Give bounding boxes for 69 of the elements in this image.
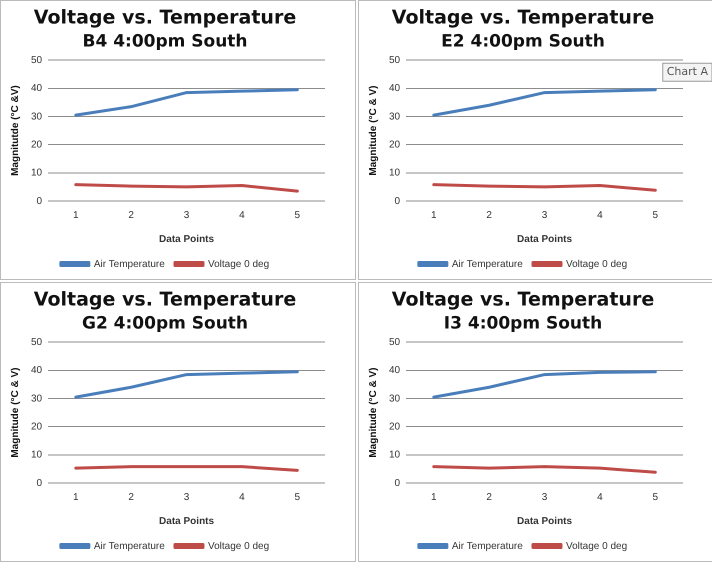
y-tick-label: 50 (31, 336, 43, 348)
y-axis-title: Magnitude (°C & V) (10, 368, 21, 458)
y-tick-label: 40 (389, 83, 401, 94)
legend-label: Voltage 0 deg (566, 258, 628, 270)
x-tick-label: 1 (431, 492, 438, 503)
x-axis-title: Data Points (159, 234, 214, 245)
y-tick-label: 0 (36, 196, 43, 207)
x-axis-title: Data Points (517, 516, 572, 527)
chart-title: Voltage vs. Temperature (34, 288, 296, 310)
x-tick-label: 3 (542, 492, 548, 503)
y-axis-title: Magnitutde (°C &V) (10, 85, 21, 176)
legend-label: Air Temperature (452, 540, 524, 552)
legend-label: Air Temperature (452, 258, 524, 270)
x-tick-label: 4 (239, 210, 246, 221)
legend-label: Air Temperature (94, 540, 166, 552)
x-tick-label: 3 (184, 210, 190, 221)
y-tick-label: 50 (389, 54, 401, 66)
y-tick-label: 50 (31, 54, 43, 66)
y-tick-label: 20 (31, 139, 43, 150)
chart-subtitle: B4 4:00pm South (82, 31, 248, 52)
legend-label: Air Temperature (94, 258, 166, 270)
x-tick-label: 2 (128, 210, 134, 221)
legend-label: Voltage 0 deg (208, 258, 270, 270)
x-tick-label: 5 (652, 210, 659, 221)
x-tick-label: 1 (431, 210, 438, 221)
annotation: Chart A (666, 65, 708, 78)
chart-title: Voltage vs. Temperature (392, 6, 654, 28)
chart-title: Voltage vs. Temperature (392, 288, 654, 310)
chart-subtitle: I3 4:00pm South (444, 313, 602, 334)
y-tick-label: 30 (31, 111, 43, 122)
chart-subtitle: E2 4:00pm South (441, 31, 605, 52)
y-tick-label: 0 (394, 478, 401, 489)
y-tick-label: 40 (389, 365, 401, 376)
y-tick-label: 40 (31, 365, 43, 376)
y-tick-label: 10 (389, 168, 401, 179)
y-tick-label: 10 (389, 450, 401, 461)
y-tick-label: 30 (389, 393, 401, 404)
x-tick-label: 4 (597, 210, 604, 221)
y-tick-label: 0 (36, 478, 43, 489)
x-tick-label: 3 (542, 210, 548, 221)
x-tick-label: 2 (128, 492, 134, 503)
y-tick-label: 30 (31, 393, 43, 404)
x-tick-label: 5 (294, 492, 301, 503)
x-tick-label: 1 (73, 492, 80, 503)
x-axis-title: Data Points (517, 234, 572, 245)
x-tick-label: 5 (294, 210, 301, 221)
x-tick-label: 4 (597, 492, 604, 503)
y-axis-title: Magnitude (°C & V) (368, 368, 379, 458)
x-tick-label: 1 (73, 210, 80, 221)
y-tick-label: 50 (389, 336, 401, 348)
y-tick-label: 20 (389, 139, 401, 150)
y-tick-label: 20 (31, 421, 43, 432)
x-axis-title: Data Points (159, 516, 214, 527)
chart-subtitle: G2 4:00pm South (82, 313, 248, 334)
x-tick-label: 2 (486, 210, 492, 221)
y-tick-label: 0 (394, 196, 401, 207)
x-tick-label: 4 (239, 492, 246, 503)
chart-title: Voltage vs. Temperature (34, 6, 296, 28)
y-axis-title: Magnitude (°C & V) (368, 86, 379, 176)
x-tick-label: 5 (652, 492, 659, 503)
legend-label: Voltage 0 deg (208, 540, 270, 552)
y-tick-label: 10 (31, 450, 43, 461)
legend-label: Voltage 0 deg (566, 540, 628, 552)
y-tick-label: 40 (31, 83, 43, 94)
x-tick-label: 2 (486, 492, 492, 503)
y-tick-label: 30 (389, 111, 401, 122)
x-tick-label: 3 (184, 492, 190, 503)
y-tick-label: 20 (389, 421, 401, 432)
y-tick-label: 10 (31, 168, 43, 179)
